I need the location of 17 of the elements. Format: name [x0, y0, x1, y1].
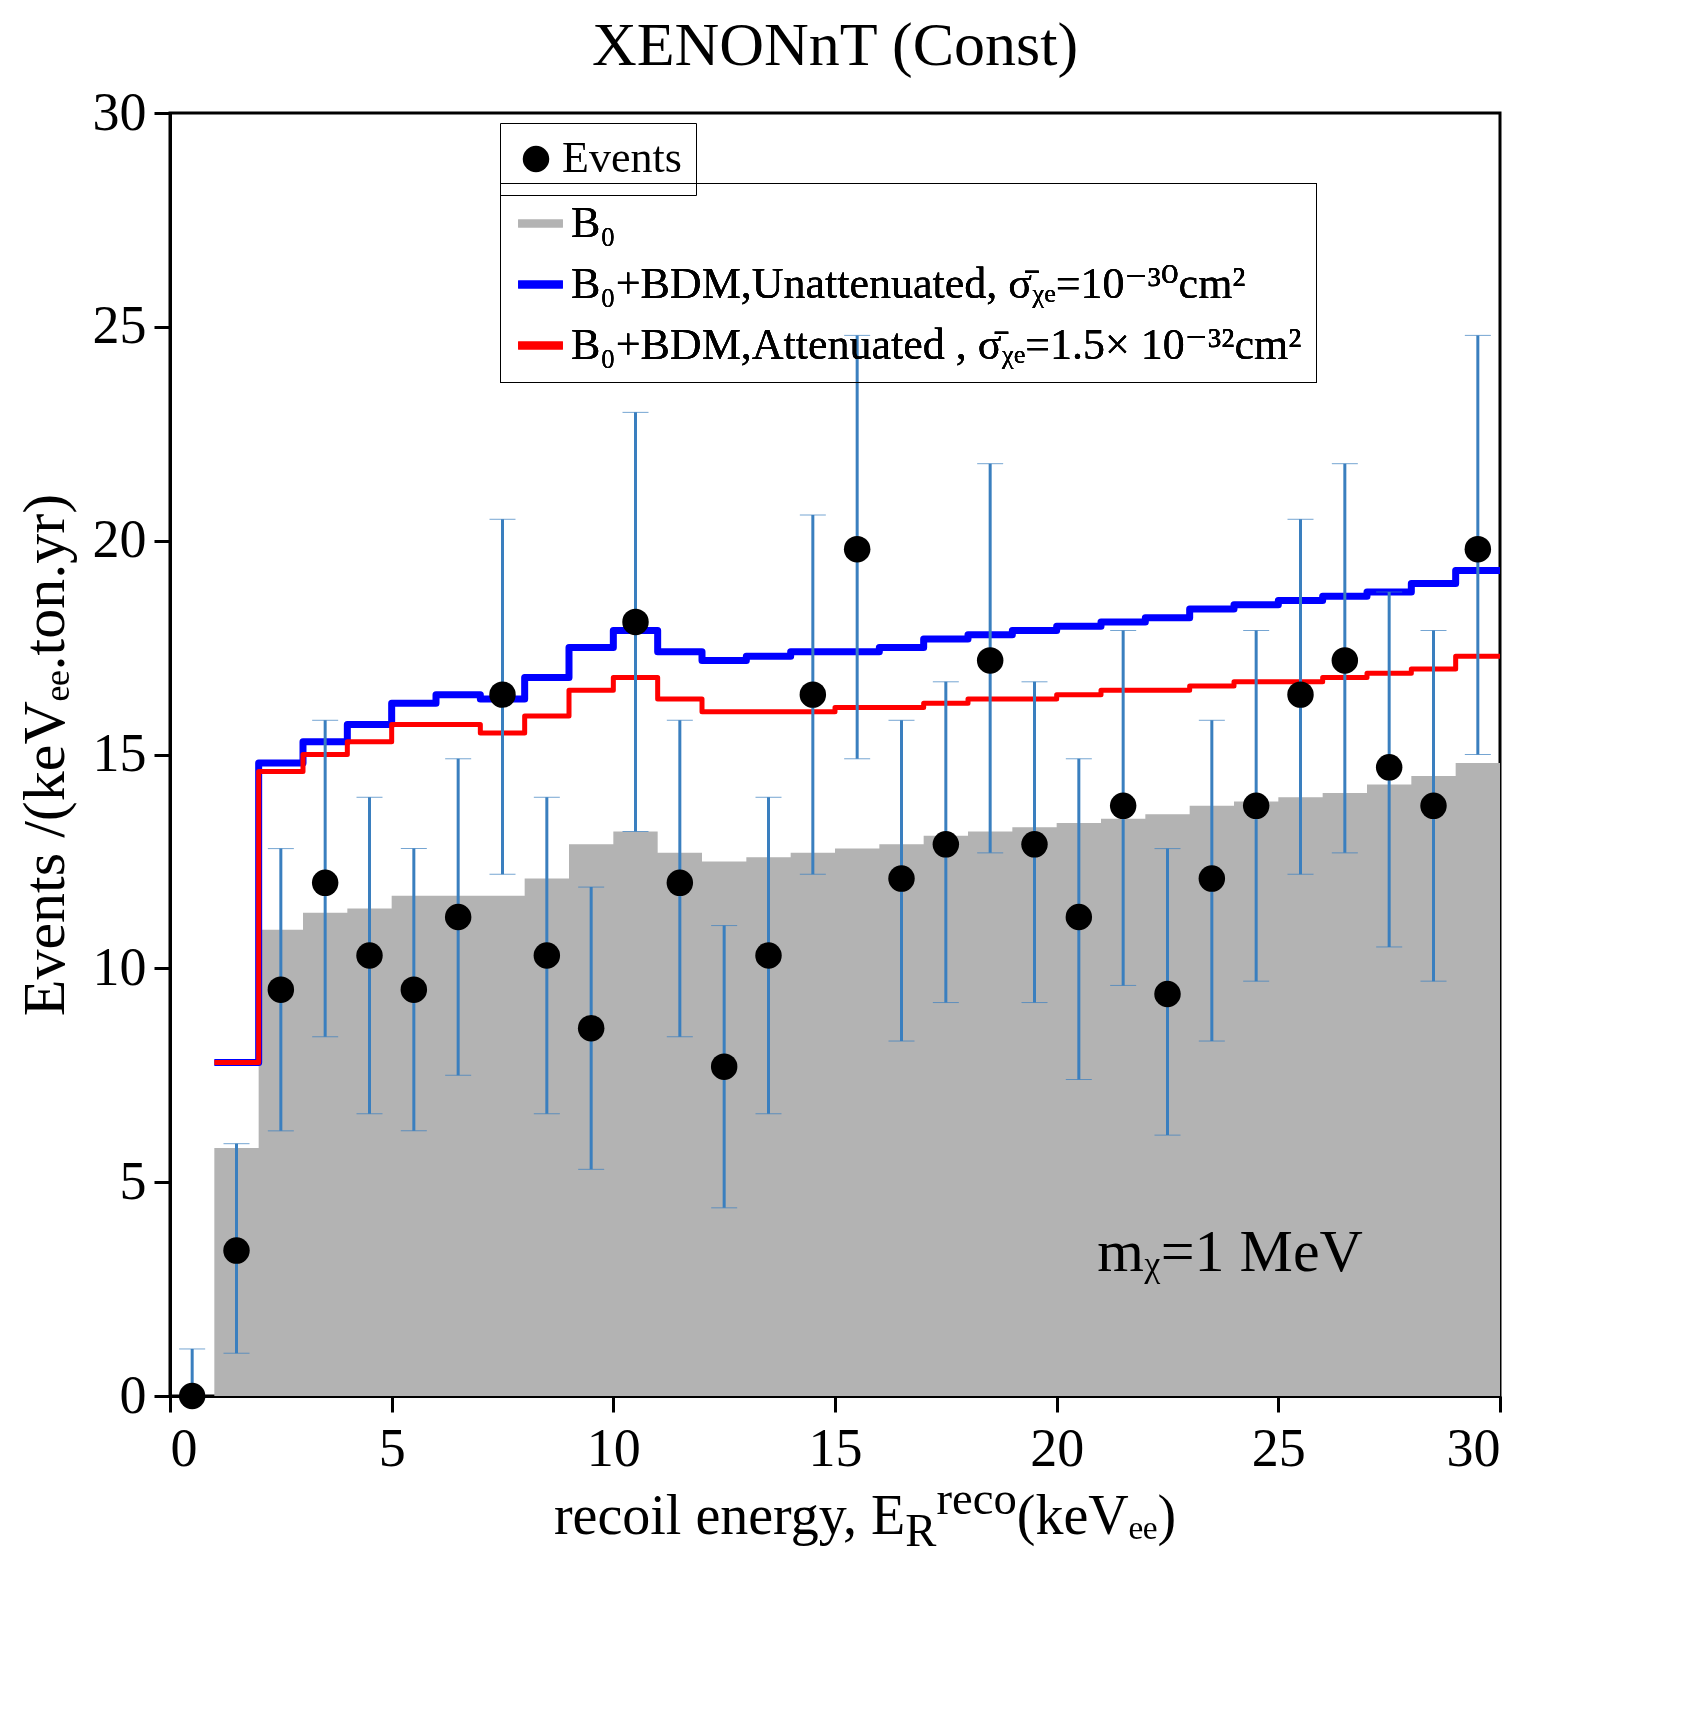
y-axis-title: Events /(keVₑₑ.ton.yr) [10, 493, 77, 1017]
chart-title: XENONnT (Const) [591, 10, 1079, 79]
annotation: mᵪ=1 MeV [1097, 1218, 1363, 1284]
y-tick-label: 0 [119, 1364, 147, 1425]
y-tick-label: 15 [92, 723, 147, 783]
y-tick-label: 10 [92, 936, 147, 997]
legend-label: B₀ [571, 197, 616, 247]
legend-label: Events [562, 133, 682, 182]
x-tick-label: 5 [378, 1417, 406, 1478]
y-tick-label: 25 [92, 295, 147, 356]
legend-label: B₀+BDM,Unattenuated, σ̄ᵪₑ=10⁻³⁰cm² [571, 258, 1246, 308]
y-tick-label: 20 [92, 509, 147, 570]
y-tick-label: 30 [92, 81, 147, 142]
y-tick-label: 5 [119, 1150, 147, 1211]
x-tick-label: 30 [1446, 1417, 1501, 1478]
x-tick-label: 0 [170, 1417, 198, 1478]
x-tick-label: 25 [1251, 1417, 1306, 1478]
